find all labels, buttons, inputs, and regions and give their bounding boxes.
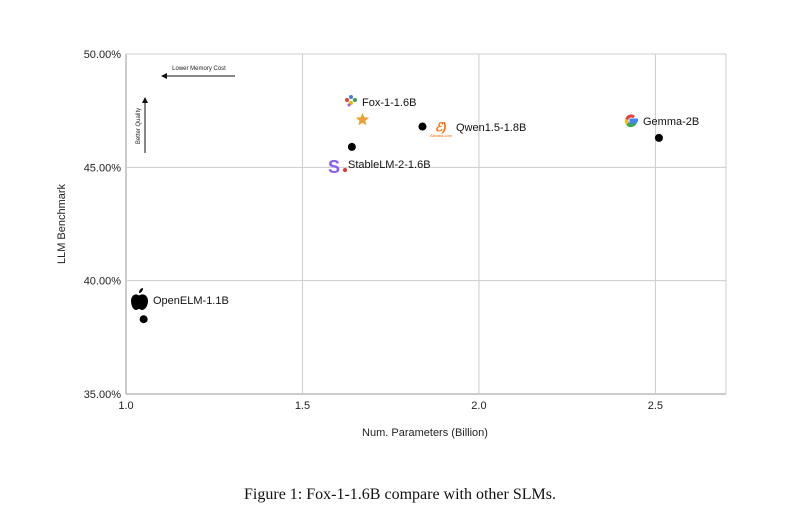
svg-text:ℰ): ℰ) xyxy=(435,120,446,134)
y-axis-title: LLM Benchmark xyxy=(56,183,68,264)
data-point xyxy=(347,142,356,151)
x-tick-label: 1.5 xyxy=(295,400,310,412)
y-tick-label: 35.00% xyxy=(84,389,122,401)
y-tick-label: 40.00% xyxy=(84,276,122,288)
alibaba-logo-icon: ℰ) Alibaba.com xyxy=(430,120,453,138)
data-point xyxy=(139,315,148,324)
tick-labels: 35.00% 40.00% 45.00% 50.00% 1.0 1.5 2.0 2.5 xyxy=(84,49,663,412)
data-point xyxy=(418,122,427,131)
figure-caption: Figure 1: Fox-1-1.6B compare with other … xyxy=(244,486,556,503)
label-openelm: OpenELM-1.1B xyxy=(153,295,229,307)
y-tick-label: 45.00% xyxy=(84,162,122,174)
data-point xyxy=(654,133,663,142)
fox-logo-icon xyxy=(345,95,357,107)
x-tick-label: 1.0 xyxy=(118,400,133,412)
memory-annotation: Lower Memory Cost xyxy=(161,66,235,79)
label-qwen: Qwen1.5-1.8B xyxy=(456,122,526,134)
google-logo-icon xyxy=(625,114,638,128)
label-gemma: Gemma-2B xyxy=(643,116,699,128)
x-tick-label: 2.5 xyxy=(648,400,663,412)
grid-lines xyxy=(125,53,727,395)
y-tick-label: 50.00% xyxy=(84,49,122,61)
memory-annotation-label: Lower Memory Cost xyxy=(172,66,226,72)
quality-arrow-head xyxy=(142,97,148,103)
chart: 35.00% 40.00% 45.00% 50.00% 1.0 1.5 2.0 2.5 Num… xyxy=(56,49,727,439)
data-points xyxy=(139,112,663,324)
apple-logo-icon xyxy=(131,288,148,310)
stability-logo-icon: S xyxy=(328,157,347,177)
svg-text:S: S xyxy=(328,157,340,177)
data-point-star xyxy=(355,112,370,126)
quality-annotation-label: Better Quality xyxy=(136,108,142,144)
x-tick-label: 2.0 xyxy=(471,400,486,412)
x-axis-title: Num. Parameters (Billion) xyxy=(362,427,488,439)
label-stablelm: StableLM-2-1.6B xyxy=(348,159,431,171)
svg-text:Alibaba.com: Alibaba.com xyxy=(430,133,453,138)
label-fox: Fox-1-1.6B xyxy=(362,97,416,109)
memory-arrow-head xyxy=(161,73,167,79)
quality-annotation: Better Quality xyxy=(136,97,148,153)
